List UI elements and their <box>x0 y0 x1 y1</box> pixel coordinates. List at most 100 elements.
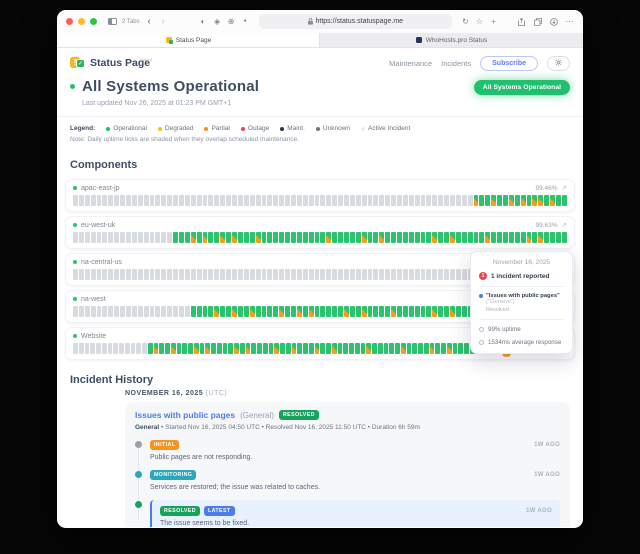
uptime-tick[interactable] <box>491 232 497 243</box>
uptime-tick[interactable] <box>232 195 237 206</box>
uptime-tick[interactable] <box>108 232 114 243</box>
uptime-tick[interactable] <box>155 269 161 280</box>
uptime-tick[interactable] <box>360 343 366 354</box>
uptime-tick[interactable] <box>361 232 367 243</box>
uptime-tick[interactable] <box>385 195 391 206</box>
uptime-tick[interactable] <box>165 343 170 354</box>
uptime-tick[interactable] <box>84 195 90 206</box>
uptime-tick[interactable] <box>208 195 214 206</box>
subscribe-button[interactable]: Subscribe <box>480 56 538 71</box>
uptime-tick[interactable] <box>279 195 285 206</box>
uptime-tick[interactable] <box>190 269 196 280</box>
uptime-tick[interactable] <box>408 232 414 243</box>
uptime-tick[interactable] <box>196 232 202 243</box>
uptime-tick[interactable] <box>285 306 290 317</box>
uptime-tick[interactable] <box>296 195 302 206</box>
uptime-tick[interactable] <box>561 195 567 206</box>
uptime-tick[interactable] <box>473 195 479 206</box>
uptime-tick[interactable] <box>273 269 279 280</box>
uptime-tick[interactable] <box>232 232 237 243</box>
uptime-tick[interactable] <box>130 343 136 354</box>
traffic-light-minimize[interactable] <box>78 18 85 25</box>
uptime-tick[interactable] <box>526 195 532 206</box>
uptime-tick[interactable] <box>274 343 279 354</box>
uptime-tick[interactable] <box>161 195 167 206</box>
uptime-tick[interactable] <box>114 269 120 280</box>
uptime-tick[interactable] <box>514 232 520 243</box>
uptime-tick[interactable] <box>326 232 332 243</box>
uptime-tick[interactable] <box>249 195 255 206</box>
uptime-tick[interactable] <box>155 195 161 206</box>
uptime-tick[interactable] <box>441 343 446 354</box>
uptime-tick[interactable] <box>214 232 220 243</box>
uptime-tick[interactable] <box>190 232 196 243</box>
uptime-tick[interactable] <box>343 195 349 206</box>
address-bar[interactable]: https://status.statuspage.me <box>258 14 452 29</box>
uptime-tick[interactable] <box>331 343 337 354</box>
uptime-tick[interactable] <box>273 195 279 206</box>
uptime-tick[interactable] <box>173 232 179 243</box>
uptime-tick[interactable] <box>208 306 214 317</box>
uptime-tick[interactable] <box>237 269 243 280</box>
uptime-tick[interactable] <box>361 306 367 317</box>
uptime-tick[interactable] <box>438 195 444 206</box>
uptime-tick[interactable] <box>239 343 245 354</box>
uptime-tick[interactable] <box>491 195 497 206</box>
tabs-count-button[interactable]: 2 Tabs <box>122 18 140 25</box>
uptime-tick[interactable] <box>526 232 532 243</box>
reader-icon[interactable]: ◐ <box>200 16 206 26</box>
uptime-tick[interactable] <box>196 306 202 317</box>
uptime-tick[interactable] <box>343 306 349 317</box>
uptime-tick[interactable] <box>285 343 291 354</box>
uptime-tick[interactable] <box>108 195 114 206</box>
uptime-tick[interactable] <box>126 306 131 317</box>
uptime-tick[interactable] <box>444 269 449 280</box>
uptime-tick[interactable] <box>308 269 314 280</box>
uptime-tick[interactable] <box>280 343 285 354</box>
uptime-tick[interactable] <box>78 306 84 317</box>
uptime-tick[interactable] <box>214 306 220 317</box>
uptime-tick[interactable] <box>245 343 251 354</box>
uptime-tick[interactable] <box>302 195 308 206</box>
uptime-tick[interactable] <box>114 195 120 206</box>
uptime-tick[interactable] <box>179 306 184 317</box>
uptime-tick[interactable] <box>267 195 273 206</box>
uptime-tick[interactable] <box>461 195 467 206</box>
uptime-tick[interactable] <box>255 269 261 280</box>
uptime-tick[interactable] <box>355 306 361 317</box>
uptime-tick[interactable] <box>461 232 467 243</box>
uptime-tick[interactable] <box>237 195 243 206</box>
uptime-tick[interactable] <box>320 195 326 206</box>
uptime-tick[interactable] <box>211 343 216 354</box>
uptime-tick[interactable] <box>73 343 78 354</box>
uptime-tick[interactable] <box>538 232 544 243</box>
uptime-tick[interactable] <box>84 306 90 317</box>
uptime-tick[interactable] <box>432 232 438 243</box>
uptime-tick[interactable] <box>308 306 314 317</box>
uptime-tick[interactable] <box>467 195 473 206</box>
uptime-tick[interactable] <box>391 306 396 317</box>
uptime-tick[interactable] <box>78 343 84 354</box>
uptime-tick[interactable] <box>176 343 182 354</box>
uptime-tick[interactable] <box>314 343 320 354</box>
uptime-tick[interactable] <box>320 306 326 317</box>
uptime-tick[interactable] <box>426 232 432 243</box>
uptime-tick[interactable] <box>461 306 467 317</box>
uptime-tick[interactable] <box>320 232 326 243</box>
uptime-tick[interactable] <box>377 343 383 354</box>
uptime-tick[interactable] <box>438 269 444 280</box>
uptime-tick[interactable] <box>366 343 371 354</box>
uptime-tick[interactable] <box>143 195 149 206</box>
uptime-tick[interactable] <box>190 306 196 317</box>
uptime-tick[interactable] <box>367 232 373 243</box>
uptime-tick[interactable] <box>251 343 256 354</box>
uptime-tick[interactable] <box>131 232 137 243</box>
uptime-tick[interactable] <box>402 306 408 317</box>
uptime-tick[interactable] <box>184 269 190 280</box>
uptime-tick[interactable] <box>78 232 84 243</box>
tab-status-page[interactable]: Status Page <box>57 33 320 47</box>
uptime-tick[interactable] <box>228 343 233 354</box>
uptime-tick[interactable] <box>461 269 467 280</box>
uptime-tick[interactable] <box>432 269 438 280</box>
uptime-tick[interactable] <box>202 232 208 243</box>
